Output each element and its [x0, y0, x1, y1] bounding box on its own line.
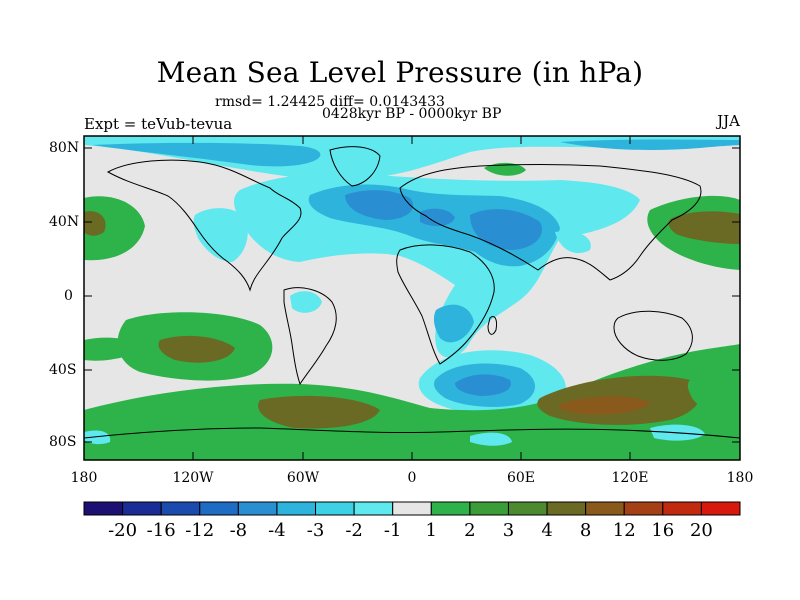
colorbar-swatch [83, 501, 124, 516]
colorbar-tick-label: 4 [541, 520, 553, 541]
colorbar [83, 501, 741, 516]
lon-label: 180 [70, 470, 98, 486]
experiment-label: Expt = teVub-tevua [84, 115, 233, 133]
lon-label: 120W [172, 470, 214, 486]
colorbar-swatch [546, 501, 587, 516]
lon-label: 60W [286, 470, 320, 486]
lon-label: 60E [506, 470, 536, 486]
colorbar-tick-label: 12 [612, 520, 636, 541]
negative-anomaly-region [470, 209, 542, 250]
colorbar-tick-label: -2 [345, 520, 363, 541]
colorbar-tick-label: -8 [229, 520, 248, 541]
negative-anomaly-region [345, 190, 414, 220]
colorbar-swatch [122, 501, 162, 516]
negative-anomaly-region [84, 430, 111, 445]
map-title: Mean Sea Level Pressure (in hPa) [156, 56, 644, 89]
colorbar-tick-label: -20 [108, 520, 138, 541]
axis-ticks [84, 136, 740, 460]
colorbar-swatch [315, 501, 355, 516]
colorbar-swatch [276, 501, 317, 516]
negative-anomaly-region [92, 142, 321, 167]
negative-anomaly-region [455, 374, 511, 396]
positive-anomaly-region [258, 395, 380, 429]
colorbar-swatch [199, 501, 239, 516]
colorbar-tick-label: -1 [383, 520, 402, 541]
colorbar-swatch [623, 501, 664, 516]
colorbar-swatch [392, 501, 432, 516]
negative-anomaly-region [290, 291, 322, 313]
negative-anomaly-region [433, 304, 474, 343]
lon-label: 180 [726, 470, 754, 486]
lat-label: 40N [49, 214, 80, 230]
colorbar-swatch [507, 501, 548, 516]
colorbar-tick-label: 3 [502, 520, 515, 541]
colorbar-tick-label: 20 [689, 520, 713, 541]
positive-anomaly-region [158, 335, 235, 363]
colorbar-tick-label: 1 [425, 520, 438, 541]
colorbar-swatch [469, 501, 509, 516]
coastlines [84, 146, 740, 439]
colorbar-swatch [662, 501, 702, 516]
colorbar-swatch [430, 501, 471, 516]
lon-label: 0 [407, 470, 417, 486]
colorbar-tick-label: -4 [268, 520, 286, 541]
negative-anomaly-region [420, 208, 455, 227]
colorbar-swatch [160, 501, 201, 516]
colorbar-swatch [237, 501, 278, 516]
negative-anomaly-region [193, 208, 248, 262]
colorbar-swatch [700, 501, 741, 516]
map-field [84, 136, 740, 460]
colorbar-tick-label: -16 [146, 520, 176, 541]
lat-label: 0 [64, 288, 73, 304]
positive-anomaly-region [668, 211, 740, 244]
positive-anomaly-region [84, 196, 145, 261]
positive-anomaly-region [84, 337, 145, 361]
positive-anomaly-region [84, 344, 740, 460]
colorbar-tick-label: -3 [306, 520, 325, 541]
positive-anomaly-region [559, 396, 650, 415]
positive-anomaly-region [484, 162, 526, 176]
colorbar-swatch [353, 501, 394, 516]
lat-label: 40S [49, 362, 77, 378]
positive-anomaly-region [84, 211, 106, 236]
lon-label: 120E [611, 470, 649, 486]
negative-anomaly-region [555, 230, 591, 254]
negative-anomaly-region [470, 432, 512, 446]
stats-line: rmsd= 1.24425 diff= 0.0143433 [215, 94, 445, 110]
period-line: 0428kyr BP - 0000kyr BP [322, 106, 502, 122]
colorbar-swatch [585, 501, 625, 516]
positive-anomaly-region [687, 373, 740, 420]
colorbar-tick-label: 16 [651, 520, 675, 541]
colorbar-tick-label: 2 [464, 520, 476, 541]
season-label: JJA [717, 112, 740, 130]
colorbar-tick-label: -12 [185, 520, 215, 541]
negative-anomaly-region [560, 139, 740, 150]
lat-label: 80S [49, 434, 77, 450]
colorbar-tick-label: 8 [579, 520, 592, 541]
lat-label: 80N [49, 140, 80, 156]
